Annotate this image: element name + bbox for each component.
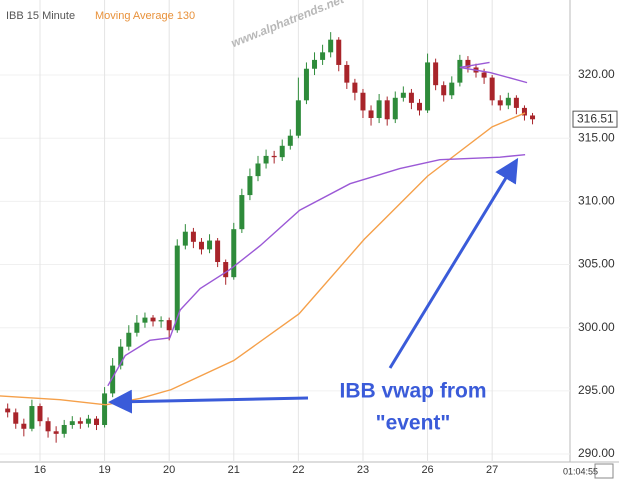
arrow-up [388, 157, 519, 369]
y-tick-label: 290.00 [578, 446, 615, 460]
candle-body [134, 322, 140, 333]
candle-body [69, 421, 75, 425]
candle-body [231, 229, 237, 278]
line-series [107, 153, 526, 387]
y-tick-label: 315.00 [578, 130, 615, 144]
x-tick-label: 16 [34, 464, 46, 476]
y-tick-label: 320.00 [578, 67, 615, 81]
candle-body [174, 245, 180, 331]
candle-body [352, 82, 358, 93]
clock: 01:04:55 [563, 466, 598, 476]
candle-body [360, 92, 366, 111]
candle-body [368, 110, 374, 119]
candle-body [376, 100, 382, 119]
candle-body [21, 423, 27, 429]
candle-body [263, 155, 269, 164]
candle-body [408, 92, 414, 103]
x-tick-label: 26 [421, 464, 433, 476]
x-tick-label: 19 [98, 464, 110, 476]
candle-body [521, 107, 527, 116]
candle-body [295, 100, 301, 136]
candle-body [465, 59, 471, 68]
annotation-line-1: IBB vwap from [339, 380, 486, 403]
candle-body [384, 100, 390, 120]
candle-body [13, 412, 19, 424]
x-tick-label: 23 [357, 464, 369, 476]
arrow-left [108, 389, 309, 414]
candle-body [481, 72, 487, 78]
candle-body [312, 59, 318, 69]
legend-ma: Moving Average 130 [95, 10, 195, 22]
candle-body [287, 135, 293, 146]
candle-body [182, 231, 188, 246]
candle-body [271, 155, 277, 158]
candle-body [392, 97, 398, 120]
candle-body [198, 241, 204, 250]
line-series [459, 61, 528, 84]
candle-body [400, 92, 406, 98]
candle-body [247, 176, 253, 196]
candle-body [344, 64, 350, 83]
candle-body [5, 408, 11, 413]
candle-body [425, 62, 431, 111]
candle-body [102, 393, 108, 425]
candle-body [85, 418, 91, 424]
candle-body [239, 195, 245, 230]
candle-body [37, 406, 43, 422]
candle-body [142, 317, 148, 323]
candle-body [416, 102, 422, 111]
candle-body [29, 406, 35, 429]
candle-body [166, 320, 172, 331]
candle-body [441, 85, 447, 96]
candle-body [77, 421, 83, 424]
candle-body [118, 346, 124, 366]
y-tick-label: 295.00 [578, 383, 615, 397]
candle-body [320, 52, 326, 60]
labels: 290.00 295.00 300.00 305.00 310.00 315.00 320.… [34, 67, 618, 476]
candle-body [207, 240, 213, 250]
candle-body [457, 59, 463, 83]
candle-body [190, 231, 196, 242]
candle-body [53, 431, 59, 434]
candle-body [489, 77, 495, 101]
candle-body [505, 97, 511, 106]
x-tick-label: 20 [163, 464, 175, 476]
candle-body [328, 39, 334, 53]
price-tag-box [572, 110, 618, 128]
candle-body [215, 240, 221, 263]
candle-body [110, 365, 116, 394]
legend-symbol: IBB 15 Minute [6, 10, 75, 22]
y-tick-label: 310.00 [578, 194, 615, 208]
candle-body [223, 262, 229, 278]
x-tick-label: 27 [486, 464, 498, 476]
candle-body [449, 82, 455, 96]
price-tag: 316.51 [577, 111, 614, 125]
candle-body [530, 115, 536, 120]
candle-body [279, 145, 285, 158]
candle-body [497, 100, 503, 106]
candle-body [336, 39, 342, 65]
candle-body [433, 62, 439, 86]
candle-body [94, 418, 100, 425]
x-tick-label: 21 [228, 464, 240, 476]
candle-body [61, 424, 67, 434]
candle-body [150, 317, 156, 322]
marks [0, 32, 536, 443]
candle-body [45, 421, 51, 432]
candle-body [126, 332, 132, 347]
candle-body [255, 163, 261, 177]
y-tick-label: 305.00 [578, 257, 615, 271]
candle-body [158, 320, 164, 322]
candle-body [303, 68, 309, 101]
y-tick-label: 300.00 [578, 320, 615, 334]
annotation-line-2: "event" [376, 412, 451, 435]
settings-icon[interactable] [594, 463, 614, 479]
x-tick-label: 22 [292, 464, 304, 476]
candle-body [513, 97, 519, 108]
